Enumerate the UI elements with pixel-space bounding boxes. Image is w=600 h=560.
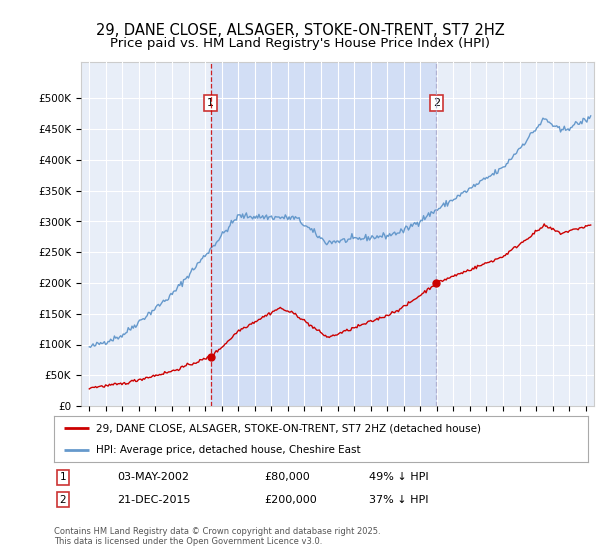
Text: 2: 2 [433,98,440,108]
Text: £200,000: £200,000 [264,494,317,505]
Bar [211,62,436,406]
Text: 49% ↓ HPI: 49% ↓ HPI [369,472,428,482]
Text: 1: 1 [207,98,214,108]
Text: 2: 2 [59,494,67,505]
Text: Price paid vs. HM Land Registry's House Price Index (HPI): Price paid vs. HM Land Registry's House … [110,36,490,50]
Text: 37% ↓ HPI: 37% ↓ HPI [369,494,428,505]
Text: 29, DANE CLOSE, ALSAGER, STOKE-ON-TRENT, ST7 2HZ (detached house): 29, DANE CLOSE, ALSAGER, STOKE-ON-TRENT,… [95,423,481,433]
Text: £80,000: £80,000 [264,472,310,482]
Text: 29, DANE CLOSE, ALSAGER, STOKE-ON-TRENT, ST7 2HZ: 29, DANE CLOSE, ALSAGER, STOKE-ON-TRENT,… [95,24,505,38]
Text: 1: 1 [59,472,67,482]
Text: 03-MAY-2002: 03-MAY-2002 [117,472,189,482]
Text: 21-DEC-2015: 21-DEC-2015 [117,494,191,505]
Text: HPI: Average price, detached house, Cheshire East: HPI: Average price, detached house, Ches… [95,445,360,455]
Text: Contains HM Land Registry data © Crown copyright and database right 2025.
This d: Contains HM Land Registry data © Crown c… [54,527,380,546]
